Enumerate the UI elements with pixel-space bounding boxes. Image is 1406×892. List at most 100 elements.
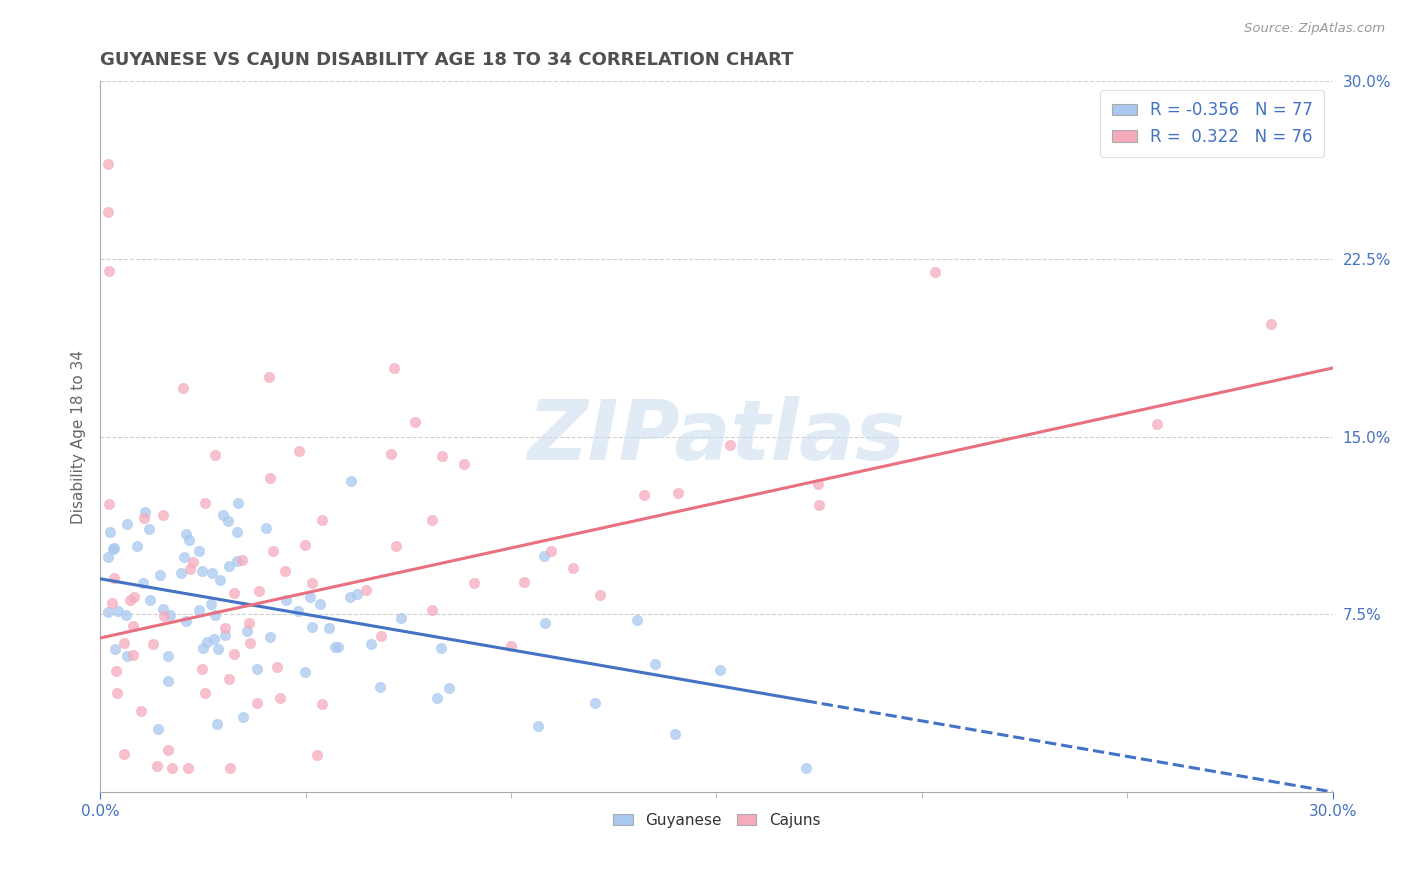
Point [195, 635, 218, 649]
Point [98, 497, 121, 511]
Point [214, 628, 236, 642]
Point [301, 576, 323, 591]
Point [360, 637, 382, 651]
Point [201, 566, 224, 580]
Point [121, 648, 143, 662]
Point [238, 616, 260, 631]
Point [157, 648, 180, 663]
Point [429, 641, 451, 656]
Point [98, 525, 121, 540]
Point [368, 681, 391, 695]
Point [115, 648, 138, 663]
Point [259, 630, 281, 644]
Point [513, 574, 536, 589]
Point [1146, 417, 1168, 432]
Point [370, 629, 392, 643]
Point [294, 539, 316, 553]
Point [157, 673, 180, 688]
Text: ZIPatlas: ZIPatlas [527, 396, 905, 477]
Point [501, 640, 523, 654]
Point [222, 647, 245, 661]
Point [323, 640, 346, 654]
Point [288, 444, 311, 458]
Point [262, 544, 284, 558]
Point [224, 585, 246, 599]
Point [389, 610, 412, 624]
Point [301, 619, 323, 633]
Point [209, 573, 232, 587]
Point [385, 539, 408, 553]
Point [204, 448, 226, 462]
Legend: Guyanese, Cajuns: Guyanese, Cajuns [606, 807, 827, 834]
Point [97, 204, 120, 219]
Point [232, 709, 254, 723]
Point [259, 471, 281, 485]
Text: GUYANESE VS CAJUN DISABILITY AGE 18 TO 34 CORRELATION CHART: GUYANESE VS CAJUN DISABILITY AGE 18 TO 3… [100, 51, 793, 69]
Point [354, 582, 377, 597]
Point [309, 598, 332, 612]
Point [101, 542, 124, 557]
Point [190, 564, 212, 578]
Point [132, 511, 155, 525]
Point [104, 641, 127, 656]
Point [527, 719, 550, 733]
Point [318, 621, 340, 635]
Point [287, 604, 309, 618]
Point [160, 761, 183, 775]
Point [807, 477, 830, 491]
Point [346, 587, 368, 601]
Point [426, 691, 449, 706]
Point [540, 544, 562, 558]
Point [219, 761, 242, 775]
Point [588, 588, 610, 602]
Point [294, 665, 316, 679]
Point [664, 727, 686, 741]
Point [97, 157, 120, 171]
Point [153, 609, 176, 624]
Point [122, 619, 145, 633]
Point [112, 747, 135, 762]
Point [112, 636, 135, 650]
Point [103, 571, 125, 585]
Point [134, 505, 156, 519]
Point [257, 370, 280, 384]
Text: Source: ZipAtlas.com: Source: ZipAtlas.com [1244, 22, 1385, 36]
Point [142, 637, 165, 651]
Point [100, 596, 122, 610]
Point [226, 554, 249, 568]
Point [131, 575, 153, 590]
Point [193, 496, 215, 510]
Point [463, 575, 485, 590]
Point [188, 544, 211, 558]
Point [115, 608, 138, 623]
Point [204, 608, 226, 623]
Point [533, 549, 555, 563]
Point [138, 592, 160, 607]
Point [437, 681, 460, 695]
Point [173, 550, 195, 565]
Point [307, 747, 329, 762]
Point [191, 662, 214, 676]
Point [157, 743, 180, 757]
Point [172, 381, 194, 395]
Point [266, 660, 288, 674]
Point [808, 498, 831, 512]
Point [194, 686, 217, 700]
Point [420, 513, 443, 527]
Point [177, 533, 200, 547]
Point [709, 664, 731, 678]
Point [339, 590, 361, 604]
Point [118, 593, 141, 607]
Point [214, 621, 236, 635]
Point [666, 486, 689, 500]
Point [924, 265, 946, 279]
Point [205, 716, 228, 731]
Point [97, 605, 120, 619]
Point [794, 761, 817, 775]
Point [626, 613, 648, 627]
Point [218, 558, 240, 573]
Point [239, 636, 262, 650]
Point [404, 415, 426, 429]
Point [326, 640, 349, 654]
Point [146, 759, 169, 773]
